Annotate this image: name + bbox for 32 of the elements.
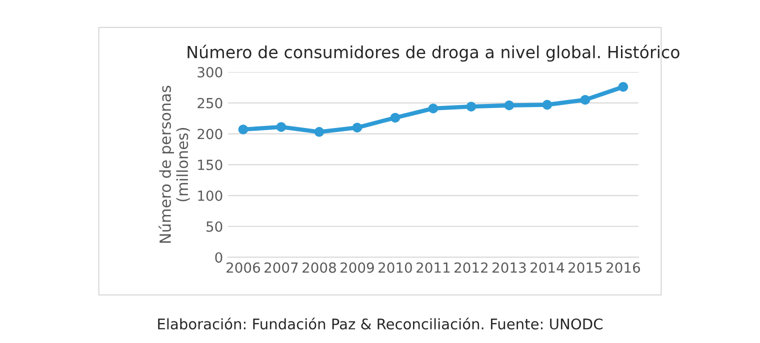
point (276, 122, 286, 132)
y-tick-label: 50 (206, 221, 222, 232)
y-tick-label: 100 (198, 190, 222, 201)
x-tick-label: 2007 (264, 262, 298, 273)
point (580, 94, 590, 105)
point (504, 100, 514, 110)
y-axis-title: Número de personas (millones) (158, 86, 190, 243)
y-tick-label: 0 (215, 252, 222, 263)
text: Elaboración: Fundación Paz & Reconciliación. Fuente: UNODC (158, 318, 603, 330)
x-tick-label: 2015 (568, 262, 602, 273)
x-tick-label: 2016 (606, 262, 640, 273)
x-tick-label: 2008 (302, 262, 336, 273)
y-tick-label: 150 (198, 160, 222, 170)
y-tick-label: 200 (198, 128, 222, 140)
point (466, 102, 476, 112)
x-tick-label: 2014 (530, 262, 564, 273)
x-tick-label: 2009 (340, 262, 374, 273)
point (314, 127, 324, 137)
point (618, 82, 628, 92)
x-tick-label: 2011 (416, 262, 450, 273)
point (428, 104, 438, 114)
x-tick-label: 2010 (378, 262, 412, 273)
x-tick-label: 2013 (492, 262, 526, 273)
point (542, 100, 552, 110)
chart-title: Número de consumidores de droga a nivel global. Histórico (188, 44, 680, 62)
point (390, 112, 400, 123)
y-tick-label: 300 (198, 67, 222, 78)
x-tick-label: 2006 (226, 262, 260, 273)
x-tick-label: 2012 (454, 262, 488, 273)
point (352, 122, 362, 132)
point (238, 124, 248, 134)
y-tick-label: 250 (198, 98, 222, 108)
